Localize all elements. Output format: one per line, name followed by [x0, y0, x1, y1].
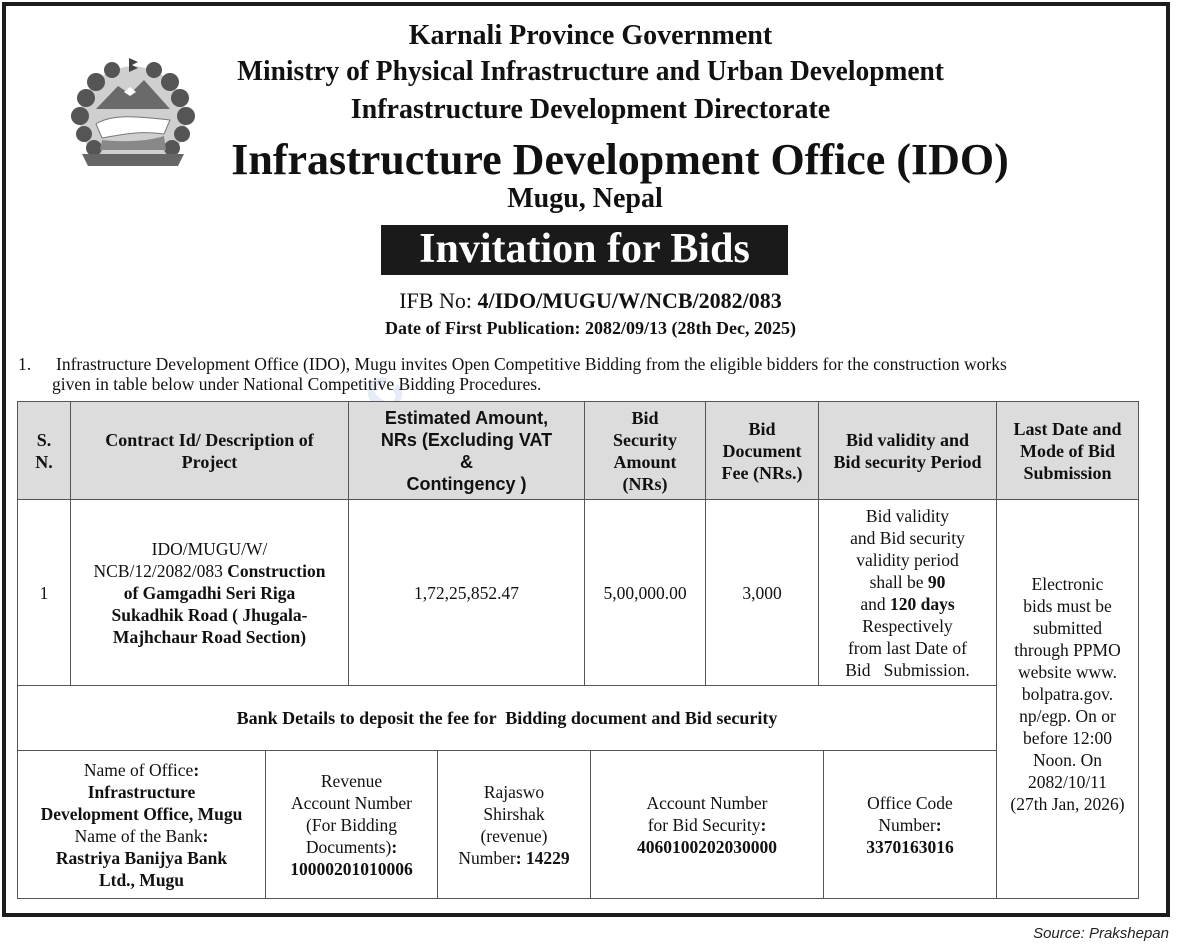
col-header-description: Contract Id/ Description of Project — [70, 401, 349, 500]
directorate-title: Infrastructure Development Directorate — [350, 94, 831, 125]
ifb-label: IFB No: — [399, 288, 478, 313]
notice-title-banner: Invitation for Bids — [381, 225, 788, 275]
notice-border — [2, 2, 1170, 917]
bank-office-and-name: Name of Office: Infrastructure Developme… — [17, 750, 266, 899]
col-header-validity: Bid validity and Bid security Period — [818, 401, 997, 500]
paragraph-number: 1. — [18, 354, 32, 374]
row-sn: 1 — [17, 499, 71, 686]
revenue-account: Revenue Account Number (For Bidding Docu… — [265, 750, 438, 899]
bank-details-title: Bank Details to deposit the fee for Bidd… — [17, 685, 997, 751]
intro-line-2: given in table below under National Comp… — [52, 374, 542, 394]
row-estimated-amount: 1,72,25,852.47 — [348, 499, 585, 686]
ifb-number: IFB No: 4/IDO/MUGU/W/NCB/2082/083 — [0, 288, 1181, 314]
col-header-last-date: Last Date and Mode of Bid Submission — [996, 401, 1139, 500]
intro-paragraph: 1. Infrastructure Development Office (ID… — [18, 354, 1148, 394]
col-header-bid-security: Bid Security Amount (NRs) — [584, 401, 706, 500]
row-validity: Bid validity and Bid security validity p… — [818, 499, 997, 686]
col-header-document-fee: Bid Document Fee (NRs.) — [705, 401, 819, 500]
government-emblem-icon — [71, 58, 195, 166]
col-header-estimated-amount: Estimated Amount, NRs (Excluding VAT & Cont… — [348, 401, 585, 500]
ifb-value: 4/IDO/MUGU/W/NCB/2082/083 — [477, 288, 782, 313]
office-code: Office Code Number: 3370163016 — [823, 750, 997, 899]
rajaswo-shirshak: Rajaswo Shirshak (revenue) Number: 14229 — [437, 750, 591, 899]
publication-date: Date of First Publication: 2082/09/13 (2… — [385, 318, 796, 338]
ministry-title: Ministry of Physical Infrastructure and … — [237, 56, 944, 87]
intro-line-1: Infrastructure Development Office (IDO),… — [56, 354, 1007, 374]
row-document-fee: 3,000 — [705, 499, 819, 686]
contract-id: IDO/MUGU/W/ — [151, 538, 268, 559]
office-title: Infrastructure Development Office (IDO) — [231, 135, 1009, 184]
bid-security-account: Account Number for Bid Security: 4060100… — [590, 750, 824, 899]
row-submission-mode: Electronic bids must be submitted throug… — [996, 499, 1139, 899]
office-location: Mugu, Nepal — [507, 183, 663, 214]
row-description: IDO/MUGU/W/ NCB/12/2082/083 Construction… — [70, 499, 349, 686]
province-title: Karnali Province Government — [408, 20, 773, 51]
row-bid-security: 5,00,000.00 — [584, 499, 706, 686]
source-credit: Source: Prakshepan — [1033, 925, 1169, 942]
col-header-sn: S. N. — [17, 401, 71, 500]
